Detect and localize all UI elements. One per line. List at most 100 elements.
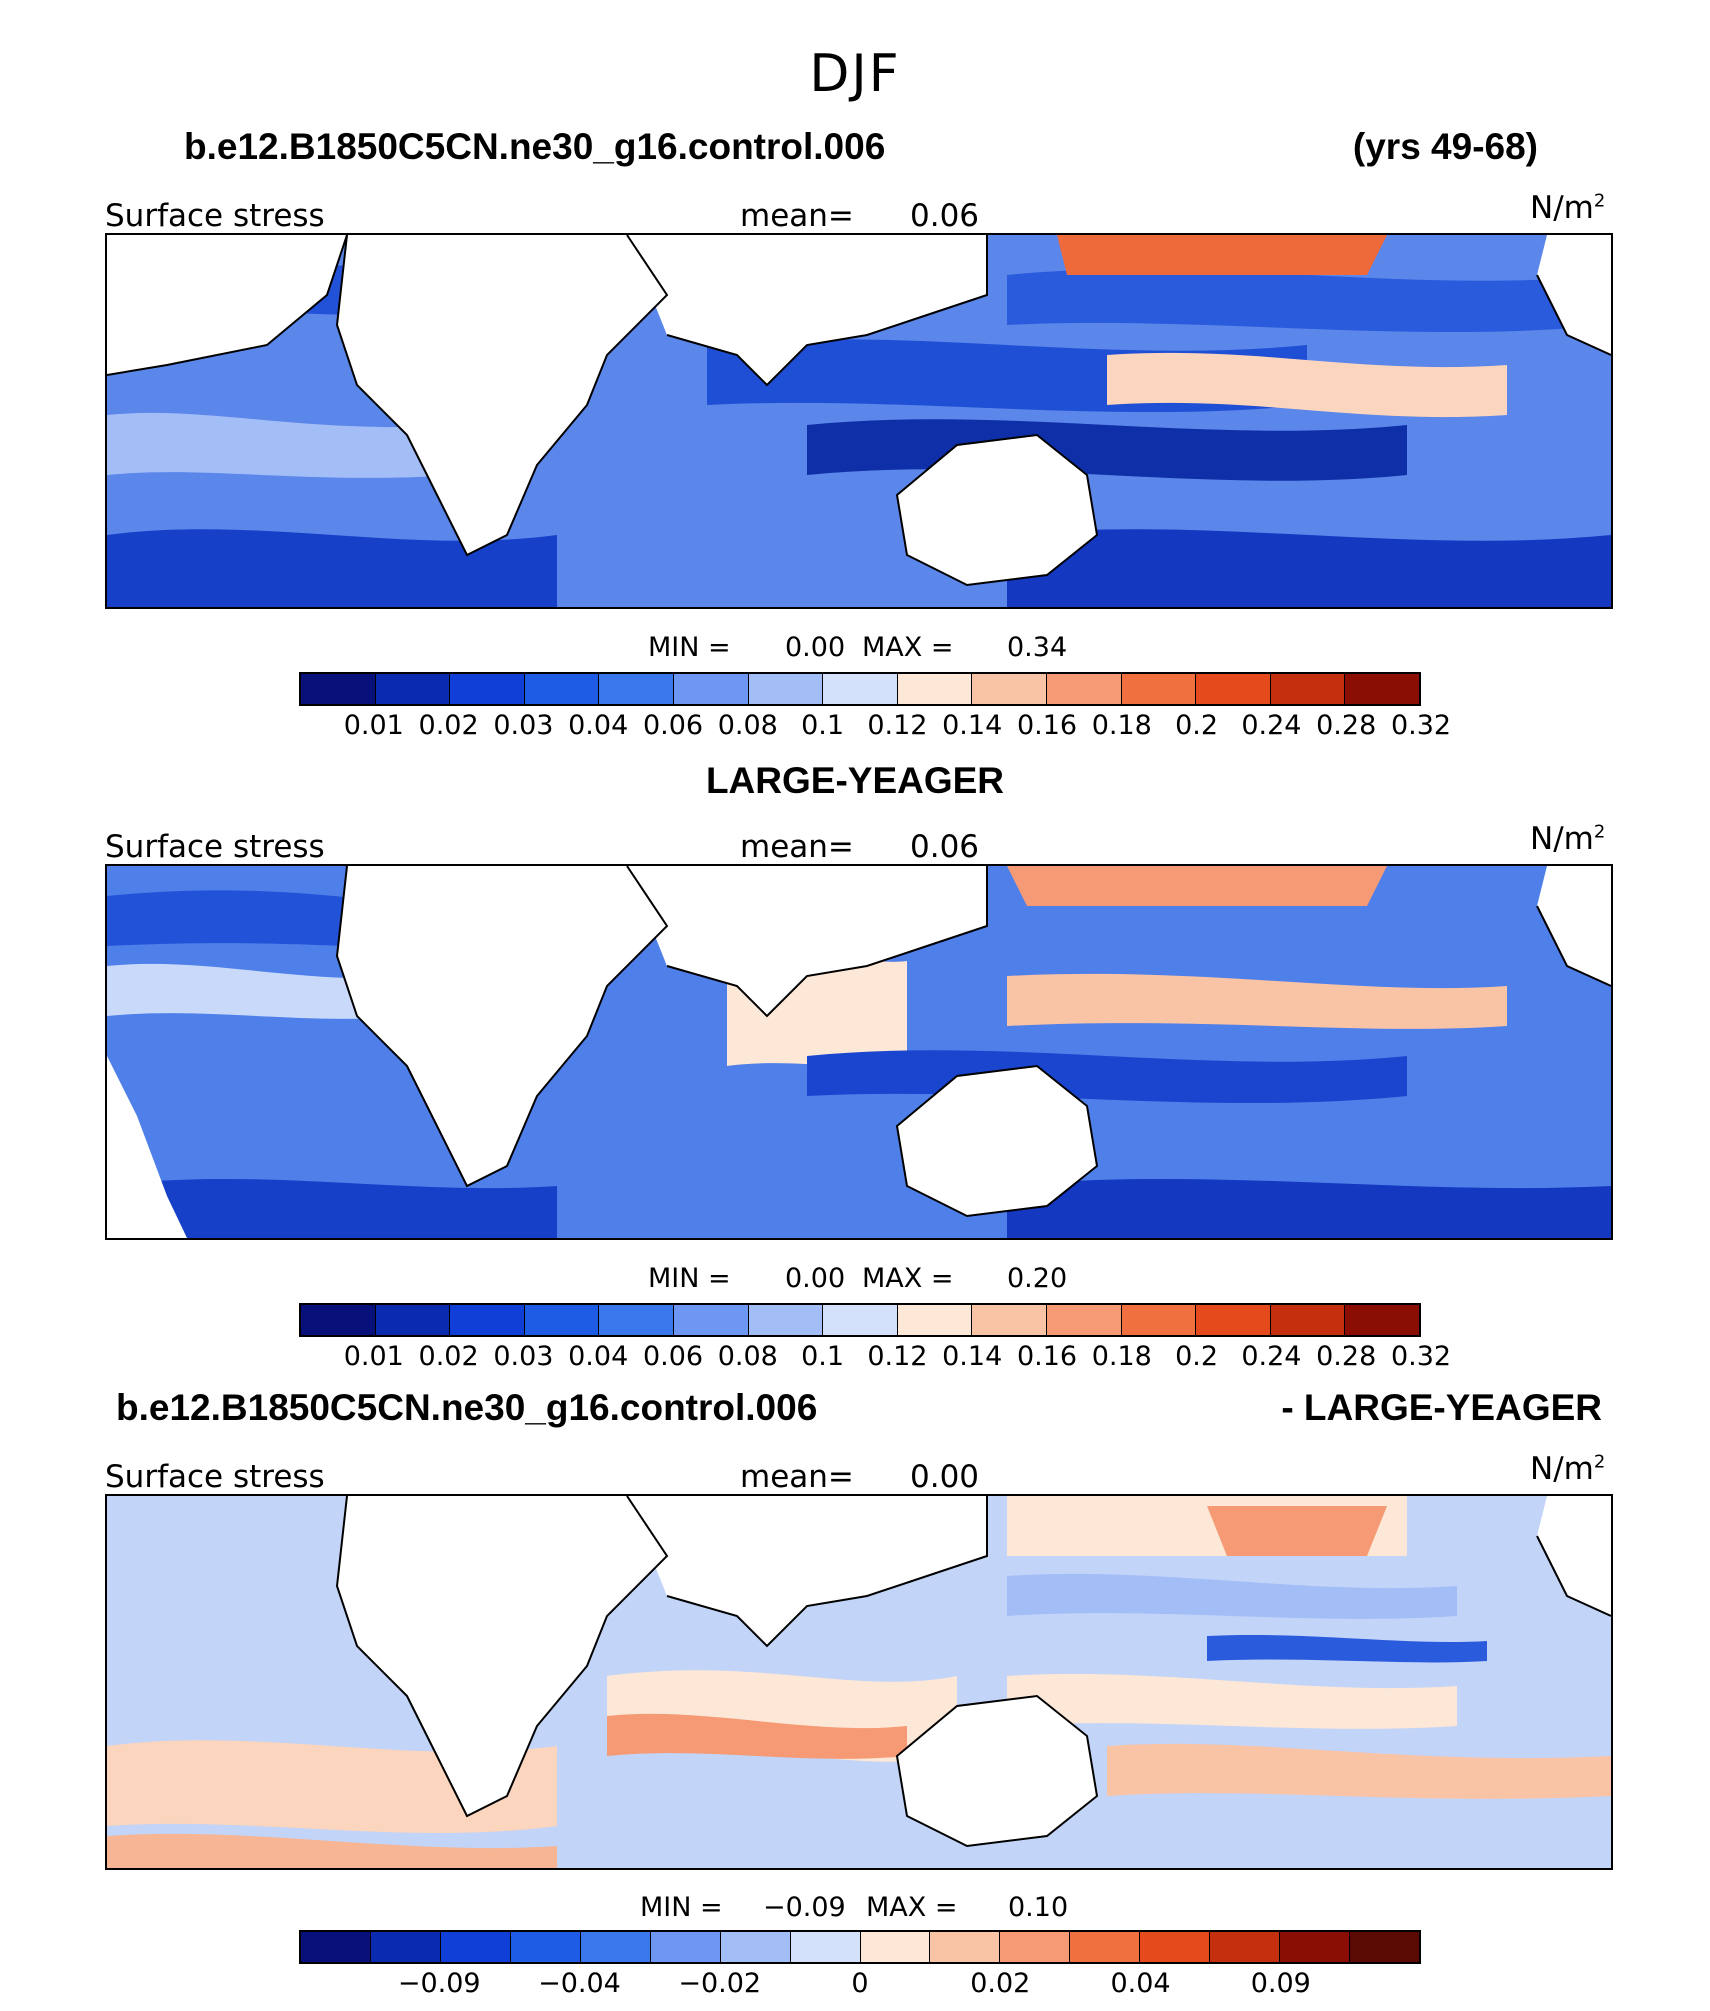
panel2-mean-label: mean= — [740, 829, 854, 865]
colorbar-segment — [301, 1305, 376, 1335]
figure-title: DJF — [809, 44, 901, 104]
colorbar-segment — [1070, 1932, 1141, 1962]
colorbar-tick-label: 0.04 — [1110, 1968, 1171, 1999]
panel2-map-field — [107, 866, 1611, 1238]
panel2-map — [105, 864, 1613, 1240]
panel3-map — [105, 1494, 1613, 1870]
colorbar-segment — [1121, 1305, 1197, 1335]
colorbar-tick-label: 0.2 — [1175, 710, 1219, 741]
colorbar-segment — [1046, 674, 1122, 704]
colorbar-segment — [972, 674, 1047, 704]
panel3-header-right: - LARGE-YEAGER — [1281, 1387, 1602, 1428]
panel2-colorbar — [299, 1303, 1421, 1337]
panel2-min-label: MIN = — [648, 1263, 731, 1294]
colorbar-tick-label: 0.02 — [418, 1341, 479, 1372]
colorbar-segment — [599, 674, 674, 704]
colorbar-tick-label: 0.14 — [942, 1341, 1003, 1372]
panel1-min-value: 0.00 — [785, 632, 846, 663]
panel3-min-value: −0.09 — [763, 1892, 846, 1923]
panel1-mean-value: 0.06 — [910, 198, 980, 234]
colorbar-segment — [440, 1932, 511, 1962]
panel1-max-value: 0.34 — [1007, 632, 1068, 663]
panel3-mean-label: mean= — [740, 1459, 854, 1495]
colorbar-segment — [897, 1305, 973, 1335]
panel2-max-value: 0.20 — [1007, 1263, 1068, 1294]
colorbar-tick-label: 0 — [851, 1968, 869, 1999]
panel3-min-label: MIN = — [640, 1892, 723, 1923]
panel3-max-label: MAX = — [866, 1892, 958, 1923]
panel1-mean-label: mean= — [740, 198, 854, 234]
colorbar-tick-label: 0.08 — [717, 710, 778, 741]
colorbar-segment — [748, 674, 824, 704]
panel1-header-left: b.e12.B1850C5CN.ne30_g16.control.006 — [184, 126, 886, 167]
colorbar-tick-label: 0.01 — [343, 710, 404, 741]
colorbar-segment — [930, 1932, 1001, 1962]
panel3-colorbar — [299, 1930, 1421, 1964]
colorbar-tick-label: 0.32 — [1390, 710, 1452, 741]
panel2-variable-label: Surface stress — [105, 829, 325, 865]
colorbar-segment — [1345, 674, 1419, 704]
colorbar-segment — [1270, 1305, 1346, 1335]
colorbar-segment — [450, 1305, 525, 1335]
colorbar-tick-label: 0.12 — [867, 1341, 928, 1372]
colorbar-tick-label: 0.09 — [1250, 1968, 1311, 1999]
colorbar-tick-label: −0.09 — [397, 1968, 481, 1999]
colorbar-segment — [524, 1305, 600, 1335]
colorbar-tick-label: 0.32 — [1390, 1341, 1452, 1372]
colorbar-segment — [823, 674, 898, 704]
colorbar-segment — [450, 674, 525, 704]
panel3-units: N/m2 — [1530, 1451, 1606, 1487]
colorbar-tick-label: 0.03 — [493, 710, 554, 741]
panel2-units: N/m2 — [1530, 821, 1606, 857]
colorbar-segment — [650, 1932, 721, 1962]
colorbar-tick-label: 0.14 — [942, 710, 1003, 741]
colorbar-segment — [1121, 674, 1197, 704]
colorbar-segment — [1210, 1932, 1281, 1962]
panel2-min-value: 0.00 — [785, 1263, 846, 1294]
panel1-variable-label: Surface stress — [105, 198, 325, 234]
colorbar-tick-label: 0.03 — [493, 1341, 554, 1372]
colorbar-segment — [1196, 674, 1271, 704]
panel3-mean-value: 0.00 — [910, 1459, 980, 1495]
colorbar-segment — [860, 1932, 931, 1962]
colorbar-tick-label: 0.24 — [1241, 1341, 1302, 1372]
colorbar-tick-label: 0.06 — [642, 710, 704, 741]
panel3-max-value: 0.10 — [1008, 1892, 1069, 1923]
colorbar-tick-label: 0.06 — [642, 1341, 704, 1372]
colorbar-segment — [1000, 1932, 1071, 1962]
colorbar-segment — [790, 1932, 861, 1962]
colorbar-tick-label: 0.18 — [1091, 710, 1152, 741]
colorbar-segment — [375, 674, 451, 704]
colorbar-tick-label: 0.28 — [1316, 710, 1377, 741]
colorbar-segment — [972, 1305, 1047, 1335]
colorbar-tick-label: 0.18 — [1091, 1341, 1152, 1372]
colorbar-tick-label: 0.01 — [343, 1341, 404, 1372]
colorbar-segment — [720, 1932, 791, 1962]
panel3-header-left: b.e12.B1850C5CN.ne30_g16.control.006 — [116, 1387, 818, 1428]
panel1-map-field — [107, 235, 1611, 607]
colorbar-tick-label: 0.02 — [970, 1968, 1031, 1999]
panel1-header-right: (yrs 49-68) — [1352, 126, 1538, 167]
panel1-max-label: MAX = — [862, 632, 954, 663]
panel1-map — [105, 233, 1613, 609]
colorbar-segment — [1270, 674, 1346, 704]
panel2-mean-value: 0.06 — [910, 829, 980, 865]
colorbar-segment — [510, 1932, 581, 1962]
colorbar-tick-label: 0.24 — [1241, 710, 1302, 741]
colorbar-segment — [1196, 1305, 1271, 1335]
colorbar-segment — [1345, 1305, 1419, 1335]
colorbar-segment — [673, 1305, 749, 1335]
colorbar-segment — [897, 674, 973, 704]
colorbar-tick-label: 0.2 — [1175, 1341, 1219, 1372]
colorbar-segment — [823, 1305, 898, 1335]
colorbar-tick-label: 0.1 — [801, 710, 845, 741]
colorbar-segment — [580, 1932, 651, 1962]
colorbar-segment — [375, 1305, 451, 1335]
panel1-units: N/m2 — [1530, 190, 1606, 226]
colorbar-tick-label: −0.04 — [538, 1968, 621, 1999]
colorbar-segment — [301, 1932, 371, 1962]
colorbar-segment — [1046, 1305, 1122, 1335]
colorbar-tick-label: −0.02 — [678, 1968, 762, 1999]
colorbar-tick-label: 0.04 — [568, 710, 629, 741]
colorbar-segment — [524, 674, 600, 704]
